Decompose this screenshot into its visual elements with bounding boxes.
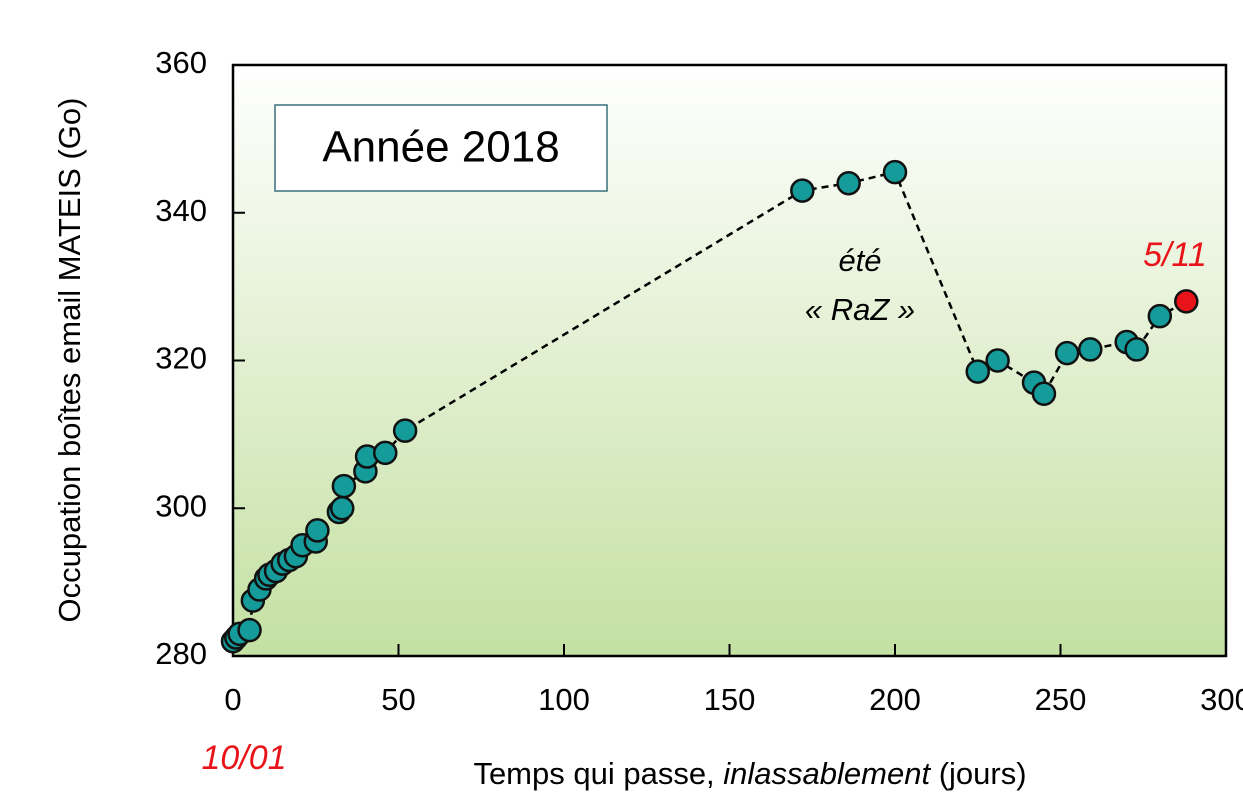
data-point bbox=[329, 496, 355, 521]
x-tick-label: 100 bbox=[538, 682, 590, 717]
x-axis-label: Temps qui passe, inlassablement (jours) bbox=[473, 756, 1026, 791]
x-tick-label: 50 bbox=[381, 682, 415, 717]
data-point bbox=[1054, 340, 1080, 366]
data-point bbox=[1124, 337, 1149, 362]
data-point bbox=[836, 170, 861, 196]
x-tick-label: 300 bbox=[1200, 682, 1243, 717]
data-point bbox=[373, 440, 398, 466]
y-tick-label: 320 bbox=[155, 341, 207, 376]
y-tick-label: 360 bbox=[155, 45, 207, 80]
x-tick-label: 250 bbox=[1035, 682, 1087, 717]
x-label-part: inlassablement bbox=[723, 756, 931, 791]
annotation: été bbox=[838, 243, 881, 278]
data-point bbox=[882, 159, 908, 185]
y-tick-label: 340 bbox=[155, 193, 207, 228]
data-point bbox=[790, 178, 815, 203]
x-tick-label: 200 bbox=[869, 682, 921, 717]
data-point bbox=[1147, 303, 1173, 329]
end-date: 5/11 bbox=[1143, 236, 1207, 274]
y-tick-label: 300 bbox=[155, 488, 207, 523]
x-label-part: (jours) bbox=[930, 756, 1026, 791]
x-label-part: Temps qui passe, bbox=[473, 756, 723, 791]
data-point bbox=[965, 359, 990, 384]
data-point bbox=[1174, 289, 1199, 314]
year-box bbox=[274, 104, 608, 192]
x-tick-label: 0 bbox=[224, 682, 241, 717]
data-point bbox=[237, 617, 262, 643]
y-axis-label: Occupation boîtes email MATEIS (Go) bbox=[52, 98, 87, 623]
data-point bbox=[985, 348, 1010, 373]
y-tick-label: 280 bbox=[155, 636, 207, 671]
data-point bbox=[331, 473, 357, 499]
data-point bbox=[1078, 337, 1103, 362]
year-label: Année 2018 bbox=[322, 123, 559, 172]
start-date: 10/01 bbox=[201, 739, 286, 777]
annotation: « RaZ » bbox=[805, 292, 915, 327]
x-tick-label: 150 bbox=[704, 682, 756, 717]
data-point bbox=[392, 418, 418, 443]
data-point bbox=[1031, 381, 1057, 406]
data-point bbox=[305, 518, 330, 543]
